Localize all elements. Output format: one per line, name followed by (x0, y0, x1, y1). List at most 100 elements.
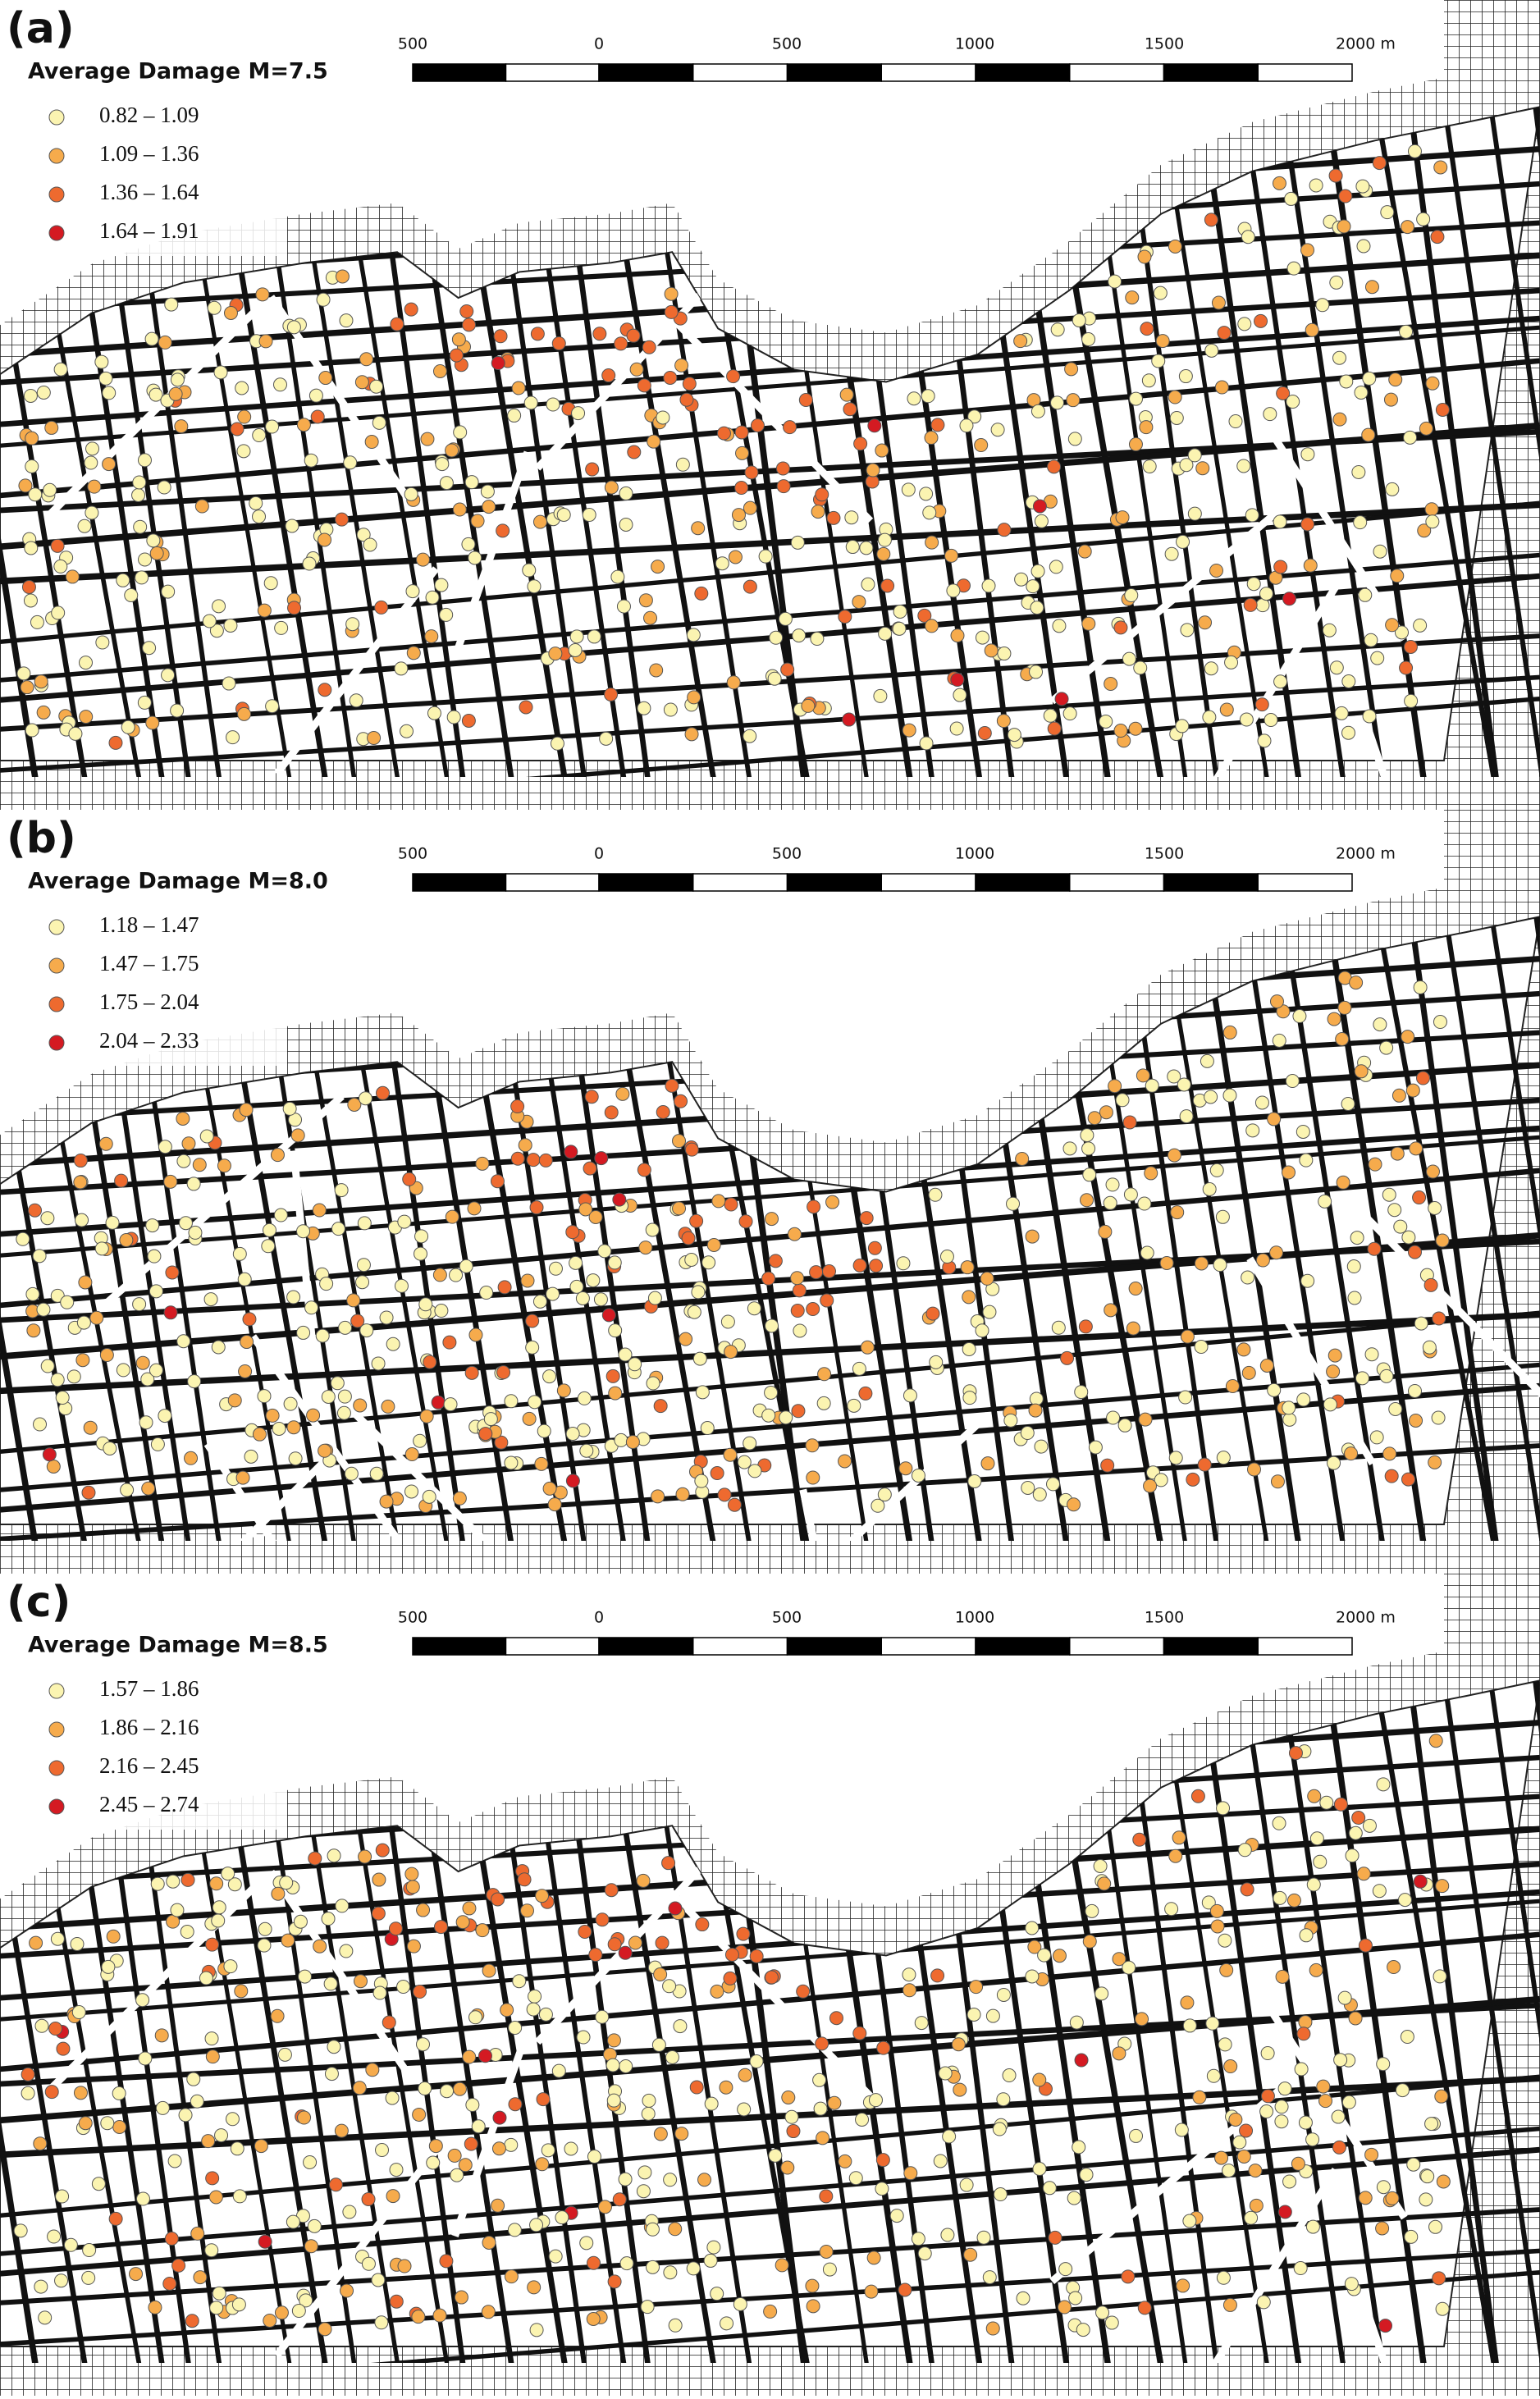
damage-point (205, 2171, 220, 2186)
damage-point (1326, 1364, 1341, 1379)
damage-point (236, 444, 251, 459)
damage-point (238, 1364, 253, 1378)
damage-point (1204, 343, 1219, 358)
damage-point (607, 2274, 622, 2289)
damage-point (415, 552, 430, 567)
street (0, 2126, 1540, 2256)
damage-point (1348, 2011, 1363, 2026)
damage-point (542, 1369, 557, 1384)
damage-point (967, 409, 982, 424)
damage-point (226, 730, 240, 745)
damage-point (1187, 506, 1202, 521)
damage-point (1403, 639, 1418, 654)
scale-segment (880, 63, 976, 82)
damage-point (23, 593, 38, 608)
damage-point (801, 698, 816, 713)
street (0, 552, 1540, 683)
damage-point (592, 327, 607, 341)
damage-point (928, 1187, 943, 1202)
damage-point (1007, 728, 1021, 743)
damage-point (145, 715, 160, 730)
damage-point (141, 1481, 156, 1496)
damage-point (700, 1421, 715, 1436)
damage-point (548, 2249, 563, 2264)
damage-point (1318, 2094, 1333, 2109)
damage-point (359, 1323, 374, 1338)
damage-point (605, 1369, 620, 1383)
damage-point (951, 2037, 966, 2052)
damage-point (1113, 620, 1128, 635)
damage-point (604, 687, 619, 701)
damage-point (1142, 459, 1157, 473)
damage-point (132, 475, 147, 490)
damage-point (79, 710, 94, 724)
damage-point (636, 2184, 651, 2199)
legend-swatch (48, 1035, 65, 1051)
damage-point (342, 2205, 357, 2219)
street (0, 1680, 93, 2364)
damage-point (781, 2090, 796, 2104)
damage-point (791, 1404, 806, 1419)
damage-point (889, 2209, 904, 2223)
damage-point (50, 1373, 65, 1387)
damage-point (470, 514, 485, 528)
damage-point (304, 1300, 319, 1315)
damage-point (1435, 1233, 1450, 1248)
damage-point (1104, 677, 1118, 692)
damage-point (1025, 1921, 1040, 1935)
damage-point (726, 369, 741, 384)
damage-point (400, 724, 414, 738)
damage-point (1269, 994, 1284, 1009)
damage-point (1341, 725, 1356, 740)
damage-point (1288, 1746, 1303, 1761)
damage-point (1403, 430, 1418, 445)
damage-point (1373, 1017, 1387, 1032)
damage-point (465, 2098, 480, 2113)
damage-point (1129, 2128, 1144, 2143)
damage-point (578, 1202, 593, 1217)
scale-segment (1257, 873, 1353, 892)
damage-point (1406, 2157, 1421, 2172)
damage-point (1296, 2027, 1311, 2041)
damage-point (996, 714, 1011, 729)
damage-point (616, 599, 631, 614)
damage-point (478, 1427, 493, 1442)
damage-point (155, 2100, 170, 2115)
damage-point (962, 1341, 976, 1356)
damage-point (94, 354, 109, 369)
damage-point (252, 428, 267, 443)
damage-point (1002, 2068, 1017, 2083)
damage-point (1067, 2191, 1081, 2205)
damage-point (588, 1948, 603, 1963)
damage-point (321, 1389, 336, 1404)
damage-point (139, 1415, 153, 1430)
damage-point (963, 2247, 978, 2262)
damage-point (805, 2278, 820, 2293)
damage-point (1048, 2230, 1062, 2245)
damage-point (1047, 721, 1062, 736)
damage-point (1187, 448, 1202, 463)
damage-point (223, 618, 238, 633)
damage-point (135, 1993, 150, 2008)
damage-point (299, 2293, 313, 2308)
damage-point (819, 2244, 834, 2259)
damage-point (1027, 1940, 1042, 1954)
damage-point (626, 328, 641, 343)
damage-point (50, 538, 65, 553)
damage-point (355, 1275, 370, 1290)
street (1393, 107, 1503, 778)
damage-point (274, 620, 289, 635)
damage-point (25, 1286, 40, 1301)
damage-point (1030, 601, 1044, 615)
damage-point (582, 508, 596, 523)
damage-point (296, 418, 311, 432)
damage-point (304, 453, 318, 468)
damage-point (738, 2068, 752, 2082)
damage-point (1399, 324, 1414, 339)
damage-point (1216, 1451, 1231, 1465)
damage-point (569, 629, 584, 644)
damage-point (780, 662, 795, 677)
damage-point (1346, 1259, 1361, 1274)
damage-point (336, 1405, 351, 1420)
damage-point (81, 2270, 96, 2285)
